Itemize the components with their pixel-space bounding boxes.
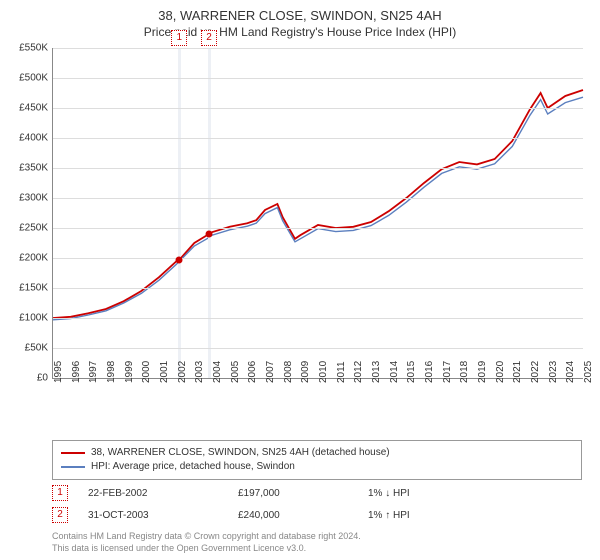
sale-marker-box: 1 bbox=[171, 30, 187, 46]
legend-item: 38, WARRENER CLOSE, SWINDON, SN25 4AH (d… bbox=[61, 446, 573, 460]
series-svg bbox=[53, 48, 583, 378]
x-axis-label: 1996 bbox=[71, 361, 82, 383]
x-axis-label: 2013 bbox=[371, 361, 382, 383]
sale-marker-icon: 2 bbox=[52, 507, 68, 523]
x-axis-label: 2014 bbox=[389, 361, 400, 383]
series-price_paid bbox=[53, 90, 583, 318]
y-axis-label: £50K bbox=[3, 343, 48, 354]
y-axis-label: £300K bbox=[3, 193, 48, 204]
sales-table: 1 22-FEB-2002 £197,000 1% ↓ HPI 2 31-OCT… bbox=[52, 482, 582, 526]
chart-title: 38, WARRENER CLOSE, SWINDON, SN25 4AH bbox=[0, 0, 600, 23]
x-axis-label: 2015 bbox=[406, 361, 417, 383]
x-axis-label: 2019 bbox=[477, 361, 488, 383]
x-axis-label: 2003 bbox=[194, 361, 205, 383]
x-axis-label: 1997 bbox=[88, 361, 99, 383]
y-axis-label: £350K bbox=[3, 163, 48, 174]
attribution: Contains HM Land Registry data © Crown c… bbox=[52, 530, 582, 554]
sale-dot-icon bbox=[176, 256, 183, 263]
x-axis-label: 2004 bbox=[212, 361, 223, 383]
x-axis-label: 2005 bbox=[230, 361, 241, 383]
sale-pct: 1% ↑ HPI bbox=[368, 510, 488, 521]
x-axis-label: 2021 bbox=[512, 361, 523, 383]
y-axis-label: £250K bbox=[3, 223, 48, 234]
sale-dot-icon bbox=[205, 231, 212, 238]
legend-item: HPI: Average price, detached house, Swin… bbox=[61, 460, 573, 474]
y-axis-label: £550K bbox=[3, 43, 48, 54]
x-axis-label: 2011 bbox=[336, 361, 347, 383]
x-axis-label: 2008 bbox=[283, 361, 294, 383]
y-axis-label: £0 bbox=[3, 373, 48, 384]
y-axis-label: £400K bbox=[3, 133, 48, 144]
x-axis-label: 2010 bbox=[318, 361, 329, 383]
x-axis-label: 2022 bbox=[530, 361, 541, 383]
x-axis-label: 2023 bbox=[548, 361, 559, 383]
x-axis-label: 2025 bbox=[583, 361, 594, 383]
sale-date: 22-FEB-2002 bbox=[88, 488, 238, 499]
legend-swatch bbox=[61, 452, 85, 454]
x-axis-label: 2006 bbox=[247, 361, 258, 383]
x-axis-label: 2017 bbox=[442, 361, 453, 383]
plot-area: £0£50K£100K£150K£200K£250K£300K£350K£400… bbox=[52, 48, 583, 379]
x-axis-label: 1999 bbox=[124, 361, 135, 383]
x-axis-label: 2024 bbox=[565, 361, 576, 383]
table-row: 1 22-FEB-2002 £197,000 1% ↓ HPI bbox=[52, 482, 582, 504]
attribution-line: Contains HM Land Registry data © Crown c… bbox=[52, 530, 582, 542]
x-axis-label: 1995 bbox=[53, 361, 64, 383]
legend-swatch bbox=[61, 466, 85, 468]
sale-pct: 1% ↓ HPI bbox=[368, 488, 488, 499]
y-axis-label: £450K bbox=[3, 103, 48, 114]
sale-marker-icon: 1 bbox=[52, 485, 68, 501]
chart-area: £0£50K£100K£150K£200K£250K£300K£350K£400… bbox=[52, 48, 582, 398]
y-axis-label: £100K bbox=[3, 313, 48, 324]
y-axis-label: £500K bbox=[3, 73, 48, 84]
y-axis-label: £150K bbox=[3, 283, 48, 294]
x-axis-label: 1998 bbox=[106, 361, 117, 383]
legend-label: 38, WARRENER CLOSE, SWINDON, SN25 4AH (d… bbox=[91, 446, 390, 460]
x-axis-label: 2009 bbox=[300, 361, 311, 383]
x-axis-label: 2001 bbox=[159, 361, 170, 383]
x-axis-label: 2016 bbox=[424, 361, 435, 383]
x-axis-label: 2018 bbox=[459, 361, 470, 383]
chart-container: 38, WARRENER CLOSE, SWINDON, SN25 4AH Pr… bbox=[0, 0, 600, 560]
sale-date: 31-OCT-2003 bbox=[88, 510, 238, 521]
y-axis-label: £200K bbox=[3, 253, 48, 264]
sale-price: £197,000 bbox=[238, 488, 368, 499]
legend-label: HPI: Average price, detached house, Swin… bbox=[91, 460, 295, 474]
x-axis-label: 2007 bbox=[265, 361, 276, 383]
series-hpi bbox=[53, 97, 583, 320]
table-row: 2 31-OCT-2003 £240,000 1% ↑ HPI bbox=[52, 504, 582, 526]
attribution-line: This data is licensed under the Open Gov… bbox=[52, 542, 582, 554]
x-axis-label: 2012 bbox=[353, 361, 364, 383]
sale-price: £240,000 bbox=[238, 510, 368, 521]
legend-box: 38, WARRENER CLOSE, SWINDON, SN25 4AH (d… bbox=[52, 440, 582, 480]
chart-subtitle: Price paid vs. HM Land Registry's House … bbox=[0, 23, 600, 39]
x-axis-label: 2002 bbox=[177, 361, 188, 383]
sale-marker-box: 2 bbox=[201, 30, 217, 46]
x-axis-label: 2000 bbox=[141, 361, 152, 383]
x-axis-label: 2020 bbox=[495, 361, 506, 383]
